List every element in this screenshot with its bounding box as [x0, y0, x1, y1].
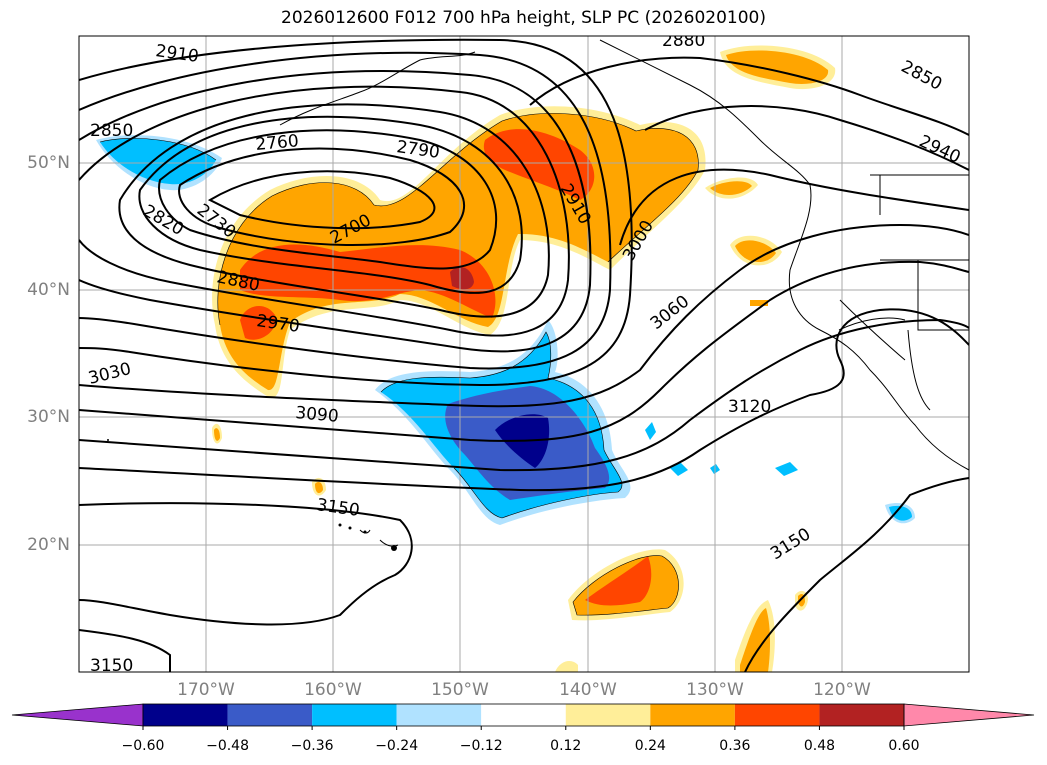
contour-label: 3120: [728, 397, 771, 417]
lon-label-140w: 140°W: [559, 680, 617, 700]
colorbar-extend-low: [11, 703, 144, 727]
lat-label-20n: 20°N: [27, 535, 70, 555]
colorbar-tick-label: −0.60: [121, 738, 165, 754]
shading-positive-south: [212, 423, 808, 672]
colorbar-box: [143, 704, 228, 726]
height-contours: [79, 38, 969, 672]
lat-label-30n: 30°N: [27, 407, 70, 427]
colorbar-outline: [142, 703, 905, 727]
colorbar-tick-label: −0.12: [459, 738, 503, 754]
colorbar-tick-label: 0.60: [888, 738, 920, 754]
lon-label-130w: 130°W: [686, 680, 744, 700]
colorbar-box: [734, 704, 820, 726]
colorbar-tick-label: 0.24: [634, 738, 666, 754]
map-plot-area: 2910 2880 2850 2850 2940 2760 2790 2820 …: [79, 31, 969, 676]
contour-label: 2850: [90, 121, 133, 141]
colorbar-box: [819, 704, 904, 726]
lon-label-170w: 170°W: [177, 680, 235, 700]
colorbar-tick-label: −0.24: [375, 738, 419, 754]
coastlines: [279, 39, 969, 547]
islands: [107, 439, 397, 551]
contour-label: 3150: [90, 656, 133, 676]
contour-label: 3090: [295, 403, 340, 427]
map-title: 2026012600 F012 700 hPa height, SLP PC (…: [281, 8, 766, 28]
colorbar-box: [481, 704, 566, 726]
shading-negative-core: [375, 320, 915, 525]
contour-label: 2760: [255, 131, 300, 155]
shading-positive-central: [212, 106, 706, 399]
colorbar-tick-label: −0.48: [206, 738, 249, 754]
colorbar-extend-high: [903, 703, 1035, 727]
colorbar-tick-label: −0.36: [290, 738, 334, 754]
colorbar-box: [396, 704, 482, 726]
colorbar-tick-label: 0.12: [550, 738, 582, 754]
colorbar-box: [565, 704, 651, 726]
map-frame: [78, 35, 970, 673]
lon-label-120w: 120°W: [813, 680, 871, 700]
colorbar-box: [312, 704, 397, 726]
colorbar-tick-label: 0.48: [803, 738, 836, 754]
colorbar-tick-label: 0.36: [719, 738, 751, 754]
lon-label-160w: 160°W: [304, 680, 362, 700]
contour-label: 2880: [662, 31, 705, 51]
colorbar: [11, 703, 1035, 730]
lon-label-150w: 150°W: [431, 680, 489, 700]
lat-label-50n: 50°N: [27, 153, 70, 173]
colorbar-box: [650, 704, 735, 726]
shading-outlines: [99, 113, 699, 616]
lat-label-40n: 40°N: [27, 280, 70, 300]
colorbar-box: [227, 704, 313, 726]
